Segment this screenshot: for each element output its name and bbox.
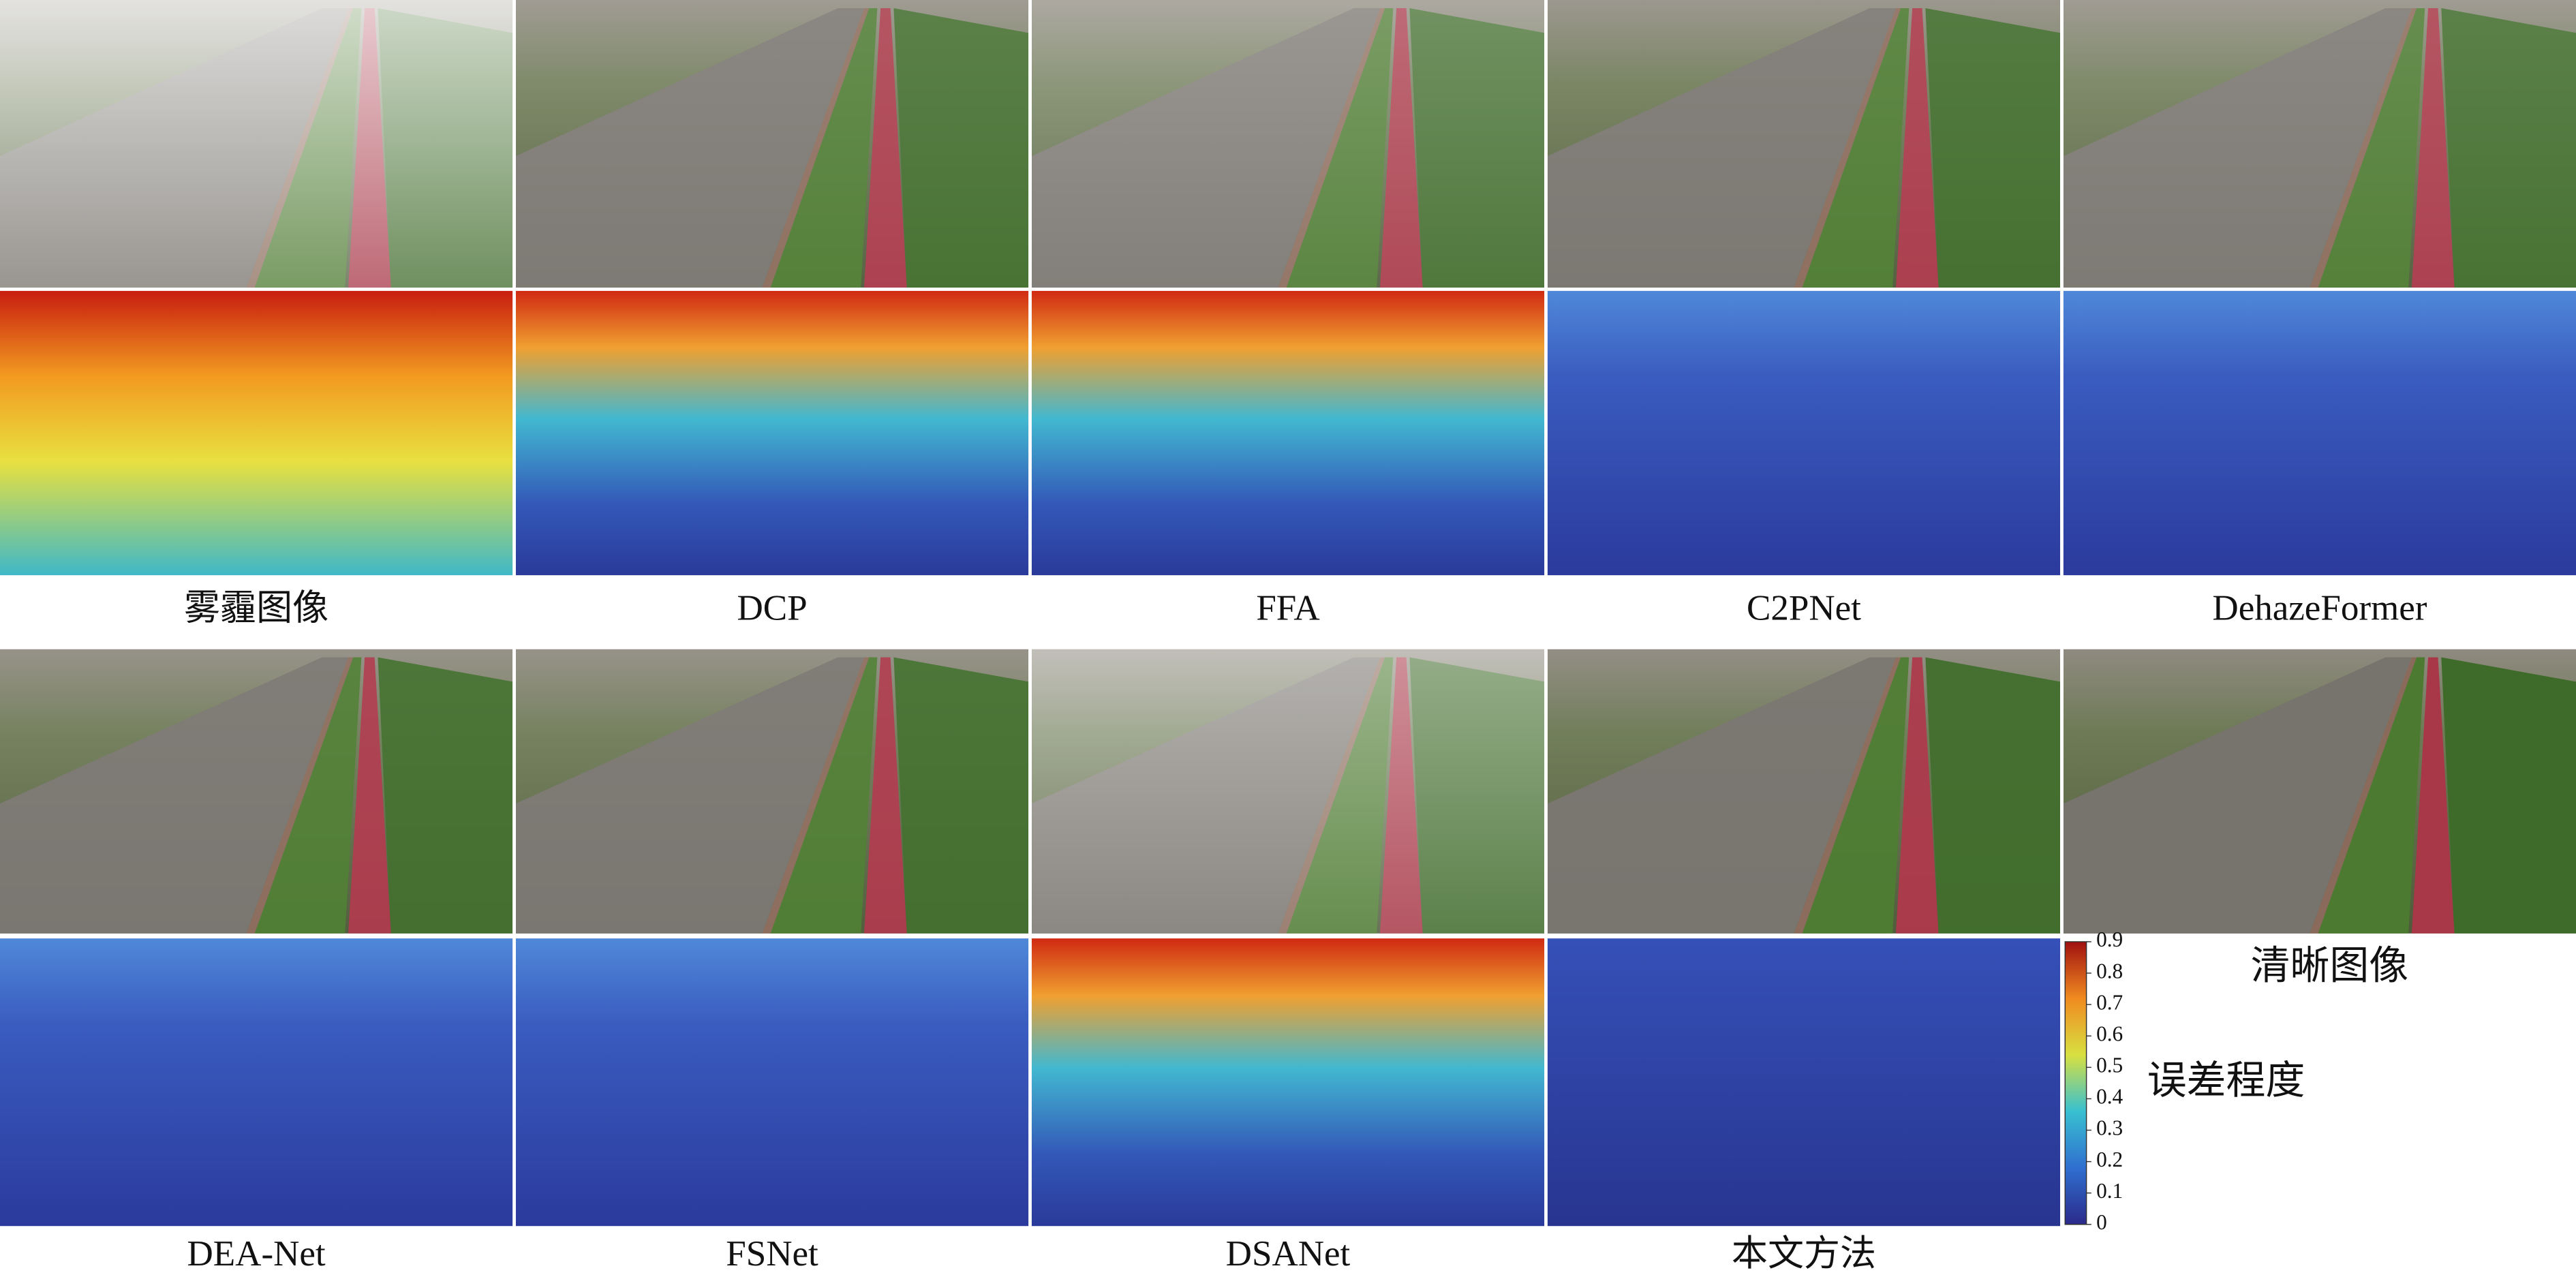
colorbar-tick-label: 0.3 (2096, 1116, 2123, 1140)
method-label: 本文方法 (1732, 1234, 1876, 1274)
error-map (1547, 290, 2061, 576)
clear-label: 清晰图像 (2251, 943, 2408, 987)
haze-overlay (1031, 649, 1545, 934)
error-map (1031, 290, 1545, 576)
haze-overlay (2063, 0, 2576, 288)
method-label: 雾霾图像 (184, 588, 328, 628)
method-label: FFA (1256, 588, 1319, 628)
colorbar-tick-label: 0.7 (2096, 990, 2123, 1014)
haze-overlay (1547, 0, 2061, 288)
haze-overlay (1031, 0, 1545, 288)
colorbar-tick-label: 0.5 (2096, 1053, 2123, 1077)
error-map (0, 290, 513, 576)
method-label: DehazeFormer (2212, 588, 2427, 628)
error-map (0, 938, 513, 1227)
error-map (515, 938, 1029, 1227)
haze-overlay (515, 0, 1029, 288)
colorbar-tick-label: 0.2 (2096, 1148, 2123, 1171)
colorbar-tick-label: 0 (2096, 1210, 2107, 1234)
colorbar-tick-label: 0.9 (2096, 927, 2123, 951)
error-map (2063, 290, 2576, 576)
method-label: DEA-Net (187, 1234, 325, 1274)
error-map (1547, 938, 2061, 1227)
colorbar-tick-label: 0.6 (2096, 1021, 2123, 1045)
colorbar-tick-label: 0.1 (2096, 1179, 2123, 1203)
colorbar-tick-label: 0.8 (2096, 959, 2123, 983)
method-label: DSANet (1226, 1234, 1351, 1274)
error-map (515, 290, 1029, 576)
haze-overlay (515, 649, 1029, 934)
colorbar (2064, 941, 2087, 1225)
haze-overlay (1547, 649, 2061, 934)
haze-overlay (0, 649, 513, 934)
error-map (1031, 938, 1545, 1227)
haze-overlay (0, 0, 513, 288)
method-label: C2PNet (1747, 588, 1861, 628)
photo-panel (2063, 649, 2576, 934)
colorbar-title: 误差程度 (2147, 1058, 2305, 1103)
method-label: FSNet (726, 1234, 818, 1274)
method-label: DCP (737, 588, 807, 628)
colorbar-tick-label: 0.4 (2096, 1085, 2123, 1109)
